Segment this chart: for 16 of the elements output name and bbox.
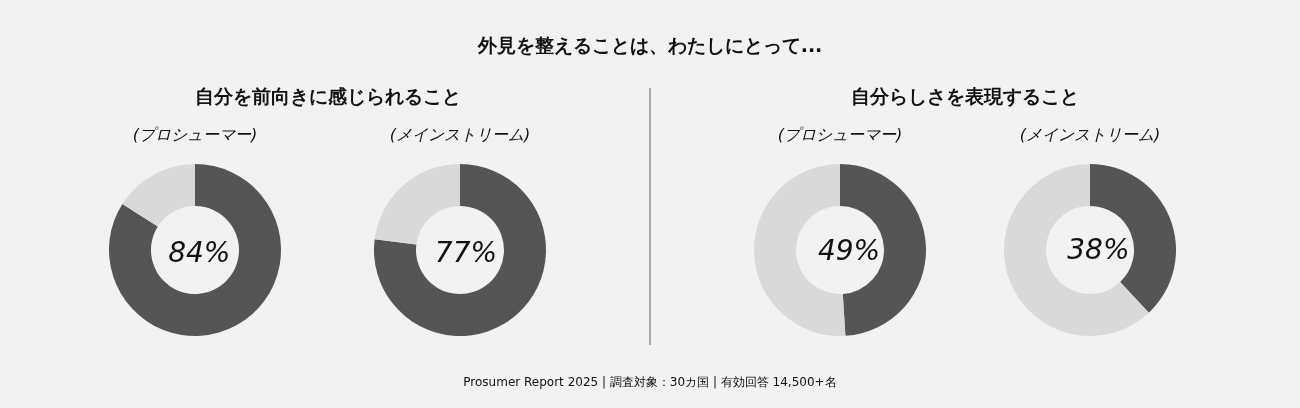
data-label: 49%	[817, 233, 881, 267]
data-label: 38%	[1067, 233, 1130, 267]
text: 外見を整えることは、わたしにとって...	[476, 34, 823, 56]
chart-subtitle: (メインストリーム)	[389, 125, 531, 144]
chart-subtitle: (メインストリーム)	[1019, 125, 1161, 144]
text: 自分らしさを表現すること	[851, 85, 1079, 107]
data-label: 84%	[168, 236, 231, 270]
donut-slice	[374, 164, 546, 336]
donut-slice	[1004, 164, 1149, 336]
chart-subtitle: (プロシューマー)	[132, 125, 258, 144]
chart-subtitle: (プロシューマー)	[777, 125, 903, 144]
data-label: 77%	[434, 236, 498, 270]
text: Prosumer Report 2025 | 調査対象：30カ国 | 有効回答 14,500+名	[463, 375, 837, 389]
donut-slice	[122, 164, 195, 227]
donut-slice	[109, 164, 281, 336]
text: 自分を前向きに感じられること	[194, 85, 461, 107]
